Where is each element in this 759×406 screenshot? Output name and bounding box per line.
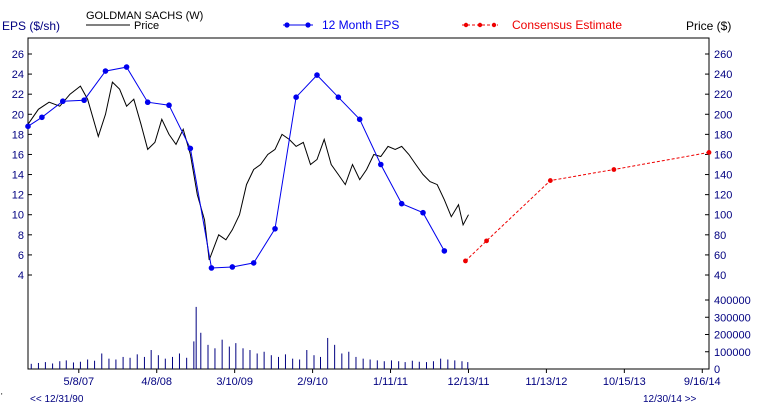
estimate-point — [484, 238, 489, 244]
eps-axis-tick-label: 16 — [12, 149, 24, 161]
eps-axis-tick-label: 14 — [12, 170, 24, 182]
x-axis-tick-label: 10/15/13 — [603, 376, 646, 388]
eps-point — [123, 64, 130, 70]
price-line — [27, 81, 469, 261]
footer-start-date[interactable]: << 12/31/90 — [30, 394, 84, 405]
price-axis-tick-label: 140 — [714, 170, 732, 182]
legend: EPS ($/sh) GOLDMAN SACHS (W) Price 12 Mo… — [2, 10, 731, 33]
eps-point — [39, 114, 45, 121]
eps-line — [27, 66, 445, 269]
left-axis-title: EPS ($/sh) — [2, 19, 60, 33]
price-series — [27, 81, 469, 261]
legend-estimate-label: Consensus Estimate — [512, 18, 622, 32]
eps-point — [229, 264, 236, 270]
x-axis-tick-label: 12/13/11 — [447, 376, 489, 388]
eps-series — [25, 64, 448, 271]
price-axis-tick-label: 160 — [714, 149, 732, 161]
price-axis-tick-label: 220 — [714, 89, 732, 101]
estimate-series — [463, 150, 712, 264]
eps-point — [166, 102, 172, 109]
price-axis-tick-label: 240 — [714, 69, 732, 81]
price-axis-tick-label: 80 — [714, 230, 726, 242]
volume-bars — [30, 306, 469, 369]
eps-axis-tick-label: 4 — [18, 270, 24, 282]
eps-point — [81, 97, 87, 104]
estimate-point — [611, 167, 617, 172]
x-axis-tick-label: 4/8/08 — [141, 376, 172, 388]
eps-point — [398, 200, 405, 207]
eps-point — [356, 116, 363, 123]
eps-point — [208, 265, 215, 271]
eps-point — [250, 260, 257, 266]
eps-axis-tick-label: 20 — [12, 109, 24, 121]
volume-axis-tick-label: 400000 — [714, 295, 751, 307]
x-axis-tick-label: 2/9/10 — [297, 376, 328, 388]
plot-border — [27, 37, 710, 370]
eps-axis-tick-label: 22 — [12, 89, 24, 101]
eps-point — [144, 99, 151, 106]
legend-eps-marker — [284, 22, 290, 28]
company-name: GOLDMAN SACHS (W) — [86, 10, 203, 22]
x-axis-tick-label: 11/13/12 — [525, 376, 567, 388]
estimate-point — [547, 178, 553, 183]
eps-point — [377, 161, 384, 168]
right-axis-title: Price ($) — [686, 19, 731, 33]
estimate-line — [465, 151, 710, 262]
price-axis-tick-label: 100 — [714, 210, 732, 222]
eps-axis-tick-label: 8 — [18, 230, 24, 242]
eps-point — [335, 94, 342, 100]
x-axis-tick-label: 9/16/14 — [684, 376, 721, 388]
price-axis-tick-label: 260 — [714, 49, 732, 61]
x-axis-tick-label: 1/11/11 — [373, 376, 408, 388]
eps-axis-tick-label: 10 — [12, 210, 24, 222]
legend-eps-marker — [305, 22, 311, 28]
legend-estimate-marker — [491, 22, 497, 28]
footer-tick-mark: ' — [1, 392, 3, 401]
eps-axis-tick-label: 18 — [12, 129, 24, 141]
eps-point — [314, 72, 320, 78]
eps-point — [420, 209, 426, 216]
eps-point — [272, 225, 278, 232]
eps-point — [187, 145, 194, 152]
volume-axis-tick-label: 200000 — [714, 330, 751, 342]
eps-axis-tick-label: 26 — [12, 49, 24, 61]
eps-point — [102, 68, 109, 74]
eps-axis-tick-label: 12 — [12, 190, 24, 202]
axis-ticks: 4 6 8 10 12 14 16 18 20 22 24 26 40 60 80 100 120 140 160 1… — [12, 49, 751, 388]
legend-price-label: Price — [134, 20, 159, 32]
x-axis-tick-label: 5/8/07 — [63, 376, 94, 388]
volume-axis-tick-label: 0 — [714, 364, 720, 376]
volume-axis-tick-label: 100000 — [714, 347, 751, 359]
x-axis-tick-label: 3/10/09 — [216, 376, 253, 388]
estimate-point — [706, 150, 712, 155]
price-axis-tick-label: 120 — [714, 190, 732, 202]
footer-end-date[interactable]: 12/30/14 >> — [643, 394, 697, 405]
volume-axis-tick-label: 300000 — [714, 312, 751, 324]
price-axis-tick-label: 200 — [714, 109, 732, 121]
price-axis-tick-label: 40 — [714, 270, 726, 282]
eps-point — [59, 98, 66, 105]
eps-point — [293, 94, 299, 100]
eps-point — [441, 248, 448, 254]
price-axis-tick-label: 180 — [714, 129, 732, 141]
legend-eps-label: 12 Month EPS — [322, 18, 399, 32]
eps-axis-tick-label: 6 — [18, 250, 24, 262]
legend-estimate-marker — [463, 22, 469, 28]
estimate-point — [463, 258, 468, 264]
eps-point — [25, 123, 31, 130]
eps-axis-tick-label: 24 — [12, 69, 24, 81]
legend-estimate-marker — [477, 22, 483, 28]
price-axis-tick-label: 60 — [714, 250, 726, 262]
